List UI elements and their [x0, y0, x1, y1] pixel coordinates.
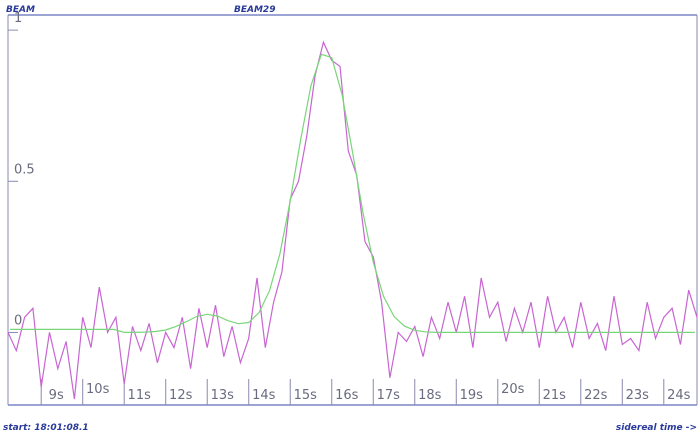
- series-line: [10, 53, 695, 333]
- start-annotation: start: 18:01:08.1: [3, 423, 89, 433]
- x-tick-label: 14s: [252, 388, 276, 403]
- x-tick-label: 19s: [460, 388, 484, 403]
- x-tick-label: 11s: [128, 388, 152, 403]
- x-tick-label: 21s: [543, 388, 567, 403]
- x-tick-label: 24s: [667, 388, 691, 403]
- y-tick-label: 0.5: [14, 162, 35, 177]
- x-tick-label: 16s: [335, 388, 359, 403]
- x-tick-label: 12s: [169, 388, 193, 403]
- x-tick-label: 20s: [501, 382, 525, 397]
- y-tick-label: 0: [14, 313, 22, 328]
- x-tick-label: 22s: [584, 388, 608, 403]
- x-tick-label: 15s: [294, 388, 318, 403]
- chart-title: BEAM29: [234, 5, 275, 15]
- x-label: sidereal time ->: [616, 423, 697, 433]
- x-tick-label: 18s: [418, 388, 442, 403]
- x-tick-label: 17s: [377, 388, 401, 403]
- x-tick-label: 10s: [86, 382, 110, 397]
- x-tick-label: 9s: [49, 388, 64, 403]
- x-tick-label: 23s: [626, 388, 650, 403]
- y-label: BEAM: [6, 5, 35, 15]
- x-tick-label: 13s: [211, 388, 235, 403]
- series-line: [7, 40, 698, 400]
- y-tick-label: 1: [14, 11, 22, 26]
